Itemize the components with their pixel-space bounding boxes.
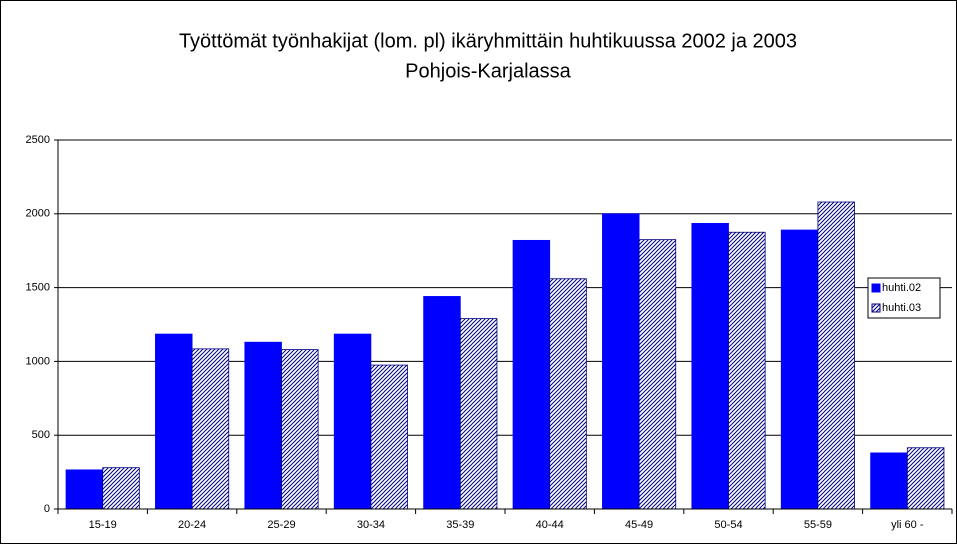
bar [906,447,945,510]
legend-label: huhti.02 [882,282,921,294]
bar [780,229,819,510]
chart-title: Pohjois-Karjalassa [405,60,572,82]
chart-title: Työttömät työnhakijat (lom. pl) ikäryhmi… [179,30,797,52]
bar [870,452,908,510]
bar [549,278,587,510]
bar [244,341,282,510]
bar [155,333,193,510]
y-tick-label: 2000 [26,208,50,220]
legend-swatch [871,283,881,293]
bar [65,469,104,510]
legend-swatch [871,303,881,313]
x-tick-label: 50-54 [714,519,742,531]
x-tick-label: 30-34 [357,519,385,531]
bar [370,364,408,510]
x-tick-label: 40-44 [536,519,564,531]
y-tick-label: 1500 [26,282,50,294]
bar [281,349,319,510]
bar [691,222,729,510]
y-tick-label: 2500 [26,134,50,146]
bar [602,213,640,510]
bar [638,239,677,510]
bar [333,333,372,510]
x-tick-label: 45-49 [625,519,653,531]
legend-label: huhti.03 [882,302,921,314]
bar [191,348,230,510]
bar [512,239,551,510]
bar [102,467,140,510]
x-tick-label: 20-24 [178,519,206,531]
y-tick-label: 1000 [26,355,50,367]
bar [423,296,461,510]
x-tick-label: yli 60 - [891,519,924,531]
y-tick-label: 500 [32,429,50,441]
y-tick-label: 0 [44,503,50,515]
bar [817,201,855,510]
x-tick-label: 25-29 [267,519,295,531]
bar [459,318,498,510]
x-tick-label: 35-39 [446,519,474,531]
x-tick-label: 55-59 [804,519,832,531]
x-tick-label: 15-19 [89,519,117,531]
bar [728,231,766,510]
